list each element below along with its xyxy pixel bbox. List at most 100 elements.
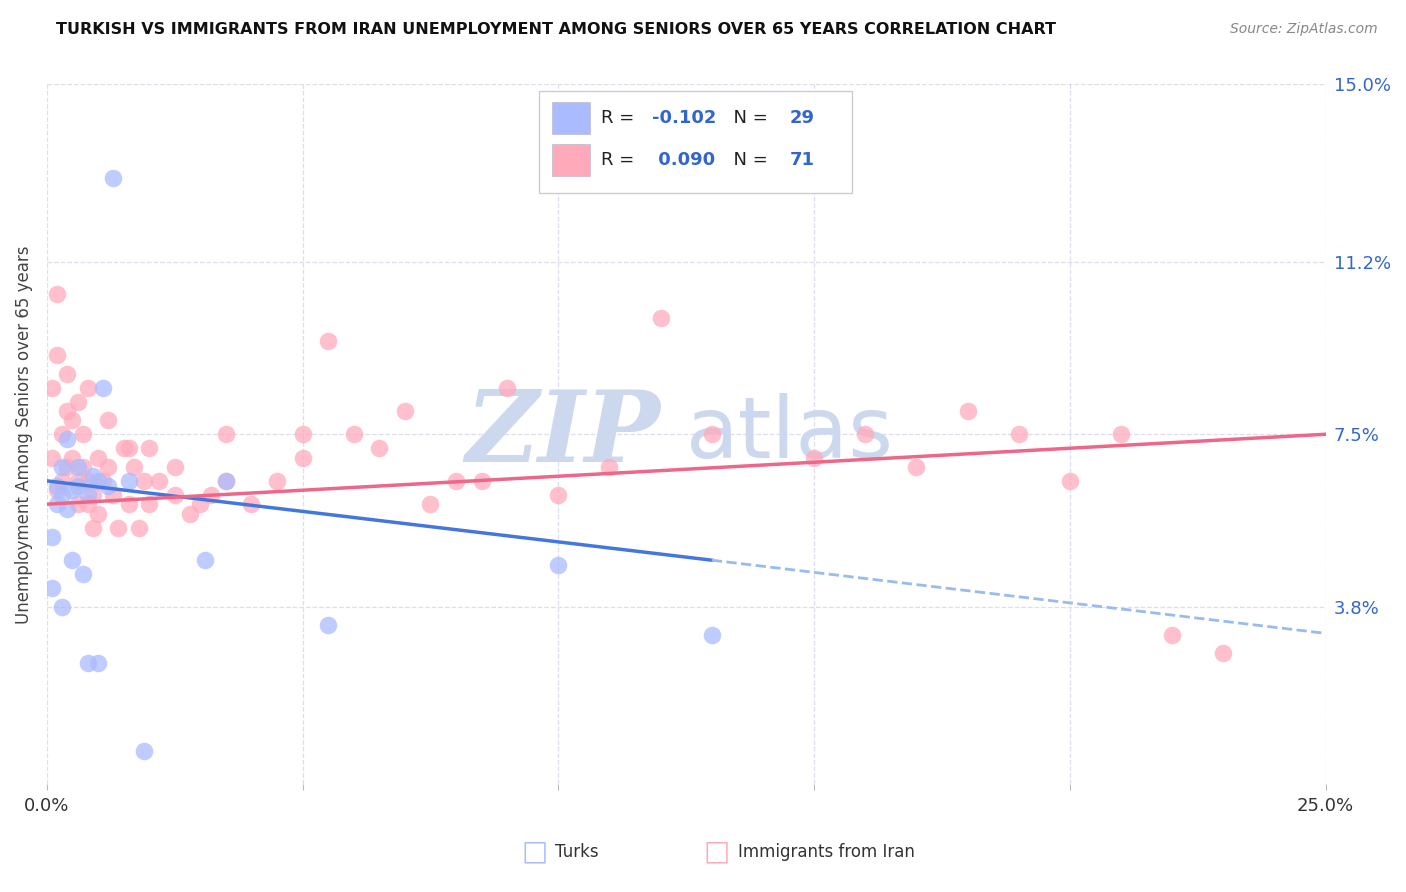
Point [51, 459, 73, 474]
Point [56, 432, 79, 446]
Point [194, 553, 217, 567]
Point [496, 381, 519, 395]
Point [132, 744, 155, 758]
Point [547, 558, 569, 572]
Point [56, 404, 79, 418]
Point [122, 459, 145, 474]
Point [82, 520, 104, 534]
Point [87, 450, 110, 465]
Point [547, 488, 569, 502]
Point [905, 459, 928, 474]
Point [118, 474, 141, 488]
Point [803, 450, 825, 465]
Point [240, 497, 263, 511]
Point [163, 459, 186, 474]
Point [97, 413, 120, 427]
Point [163, 488, 186, 502]
Point [118, 497, 141, 511]
Point [66, 459, 89, 474]
Point [148, 474, 170, 488]
Point [97, 459, 120, 474]
Text: R =: R = [600, 151, 640, 169]
Point [128, 520, 150, 534]
Point [97, 478, 120, 492]
Point [700, 628, 723, 642]
Point [215, 474, 238, 488]
Point [87, 656, 110, 670]
Point [419, 497, 441, 511]
Point [82, 488, 104, 502]
Text: ZIP: ZIP [465, 386, 661, 483]
Point [62, 483, 84, 498]
Point [394, 404, 416, 418]
Text: Turks: Turks [555, 843, 599, 861]
Point [188, 497, 211, 511]
Text: Immigrants from Iran: Immigrants from Iran [738, 843, 915, 861]
Point [91, 381, 114, 395]
FancyBboxPatch shape [553, 103, 591, 134]
Point [700, 427, 723, 442]
Text: 0.090: 0.090 [652, 151, 714, 169]
Text: -0.102: -0.102 [652, 109, 716, 127]
Point [56, 459, 79, 474]
Point [62, 413, 84, 427]
Point [132, 474, 155, 488]
Point [138, 497, 160, 511]
Point [103, 488, 125, 502]
Point [444, 474, 467, 488]
Text: N =: N = [723, 151, 773, 169]
Point [179, 507, 201, 521]
FancyBboxPatch shape [553, 145, 591, 176]
Point [1161, 628, 1184, 642]
Point [471, 474, 494, 488]
Point [56, 501, 79, 516]
Point [66, 478, 89, 492]
Point [291, 450, 314, 465]
Point [46, 287, 69, 301]
Point [76, 474, 98, 488]
Point [82, 469, 104, 483]
Point [853, 427, 876, 442]
Point [91, 474, 114, 488]
Point [343, 427, 366, 442]
Point [46, 478, 69, 492]
Point [72, 459, 94, 474]
Point [87, 507, 110, 521]
Point [368, 442, 391, 456]
Point [41, 581, 63, 595]
Point [51, 427, 73, 442]
Text: □: □ [522, 838, 547, 866]
Point [650, 310, 672, 325]
FancyBboxPatch shape [538, 92, 852, 193]
Point [138, 442, 160, 456]
Text: 71: 71 [790, 151, 815, 169]
Point [112, 442, 135, 456]
Point [41, 530, 63, 544]
Point [46, 348, 69, 362]
Point [72, 427, 94, 442]
Point [76, 497, 98, 511]
Point [72, 567, 94, 582]
Point [291, 427, 314, 442]
Text: atlas: atlas [686, 392, 894, 475]
Point [1008, 427, 1031, 442]
Point [316, 334, 339, 348]
Point [215, 474, 238, 488]
Point [316, 618, 339, 632]
Text: N =: N = [723, 109, 773, 127]
Point [752, 124, 775, 138]
Point [62, 450, 84, 465]
Point [66, 497, 89, 511]
Point [103, 170, 125, 185]
Point [76, 488, 98, 502]
Point [1059, 474, 1081, 488]
Point [107, 520, 129, 534]
Text: R =: R = [600, 109, 640, 127]
Point [66, 394, 89, 409]
Point [46, 483, 69, 498]
Text: TURKISH VS IMMIGRANTS FROM IRAN UNEMPLOYMENT AMONG SENIORS OVER 65 YEARS CORRELA: TURKISH VS IMMIGRANTS FROM IRAN UNEMPLOY… [56, 22, 1056, 37]
Point [41, 381, 63, 395]
Point [215, 427, 238, 442]
Point [51, 488, 73, 502]
Point [87, 474, 110, 488]
